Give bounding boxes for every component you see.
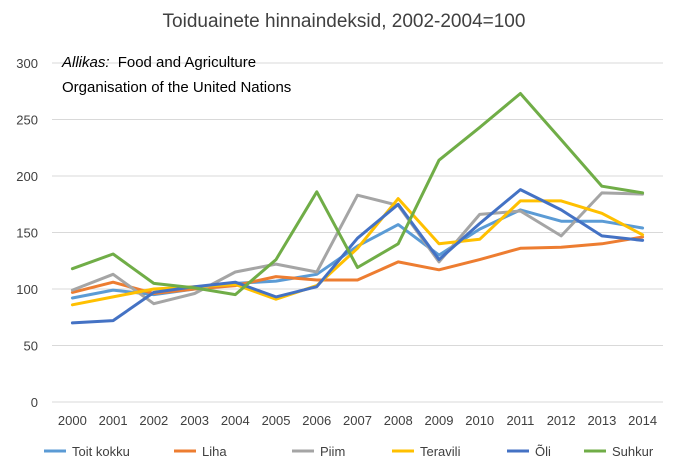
y-tick-label: 200	[16, 169, 38, 184]
y-tick-label: 150	[16, 226, 38, 241]
series-line-2	[70, 191, 645, 306]
source-annotation: Allikas: Food and Agriculture Organisati…	[61, 54, 291, 96]
legend-label: Õli	[535, 444, 551, 459]
x-tick-label: 2010	[465, 413, 494, 428]
y-tick-label: 0	[31, 395, 38, 410]
x-tick-label: 2003	[180, 413, 209, 428]
x-tick-label: 2004	[221, 413, 250, 428]
legend: Toit kokku Liha Piim Teravili Õli Suhkur	[44, 444, 654, 459]
x-tick-label: 2002	[139, 413, 168, 428]
svg-text:Allikas: Food and Agricu: Allikas: Food and Agriculture	[61, 54, 256, 71]
gridlines	[52, 62, 663, 403]
x-tick-label: 2005	[262, 413, 291, 428]
x-tick-label: 2007	[343, 413, 372, 428]
y-tick-label: 50	[24, 339, 38, 354]
legend-label: Toit kokku	[72, 444, 130, 459]
chart-title: Toiduainete hinnaindeksid, 2002-2004=100	[163, 11, 526, 32]
source-label: Allikas:	[61, 54, 110, 71]
x-tick-label: 2009	[425, 413, 454, 428]
legend-label: Piim	[320, 444, 345, 459]
x-tick-label: 2008	[384, 413, 413, 428]
legend-label: Suhkur	[612, 444, 654, 459]
y-tick-label: 300	[16, 56, 38, 71]
y-tick-label: 250	[16, 113, 38, 128]
legend-label: Liha	[202, 444, 227, 459]
series-line-5	[70, 92, 645, 297]
x-axis-ticks: 2000 2001 2002 2003 2004 2005 2006 2007 2008 2009…	[58, 413, 657, 428]
x-tick-label: 2013	[587, 413, 616, 428]
source-text-line2: Organisation of the United Nations	[62, 79, 291, 96]
series-lines	[70, 92, 645, 325]
x-tick-label: 2012	[547, 413, 576, 428]
series-line-3	[70, 197, 645, 307]
source-text-line1: Food and Agriculture	[118, 54, 256, 71]
y-tick-label: 100	[16, 282, 38, 297]
x-tick-label: 2006	[302, 413, 331, 428]
y-axis-ticks: 0 50 100 150 200 250 300	[16, 56, 38, 410]
legend-label: Teravili	[420, 444, 461, 459]
x-tick-label: 2014	[628, 413, 657, 428]
x-tick-label: 2000	[58, 413, 87, 428]
x-tick-label: 2001	[99, 413, 128, 428]
series-line-4	[70, 188, 645, 325]
x-tick-label: 2011	[506, 413, 534, 428]
